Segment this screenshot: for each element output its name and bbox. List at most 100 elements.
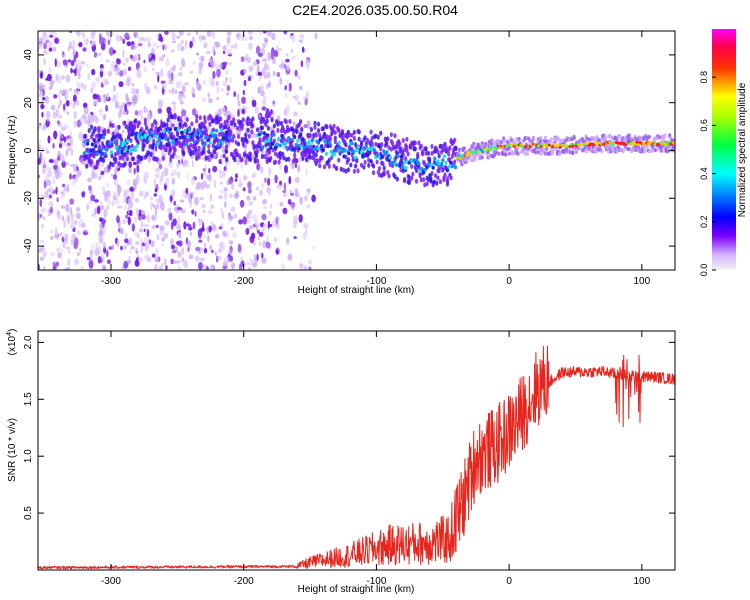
spectrogram-cell [232, 133, 236, 139]
spectrogram-cell [235, 173, 238, 179]
spectrogram-cell [294, 142, 298, 147]
spectrogram-cell [416, 151, 420, 157]
spectrogram-cell [340, 130, 344, 136]
spectrogram-cell [445, 168, 450, 173]
spectrogram-cell [352, 168, 356, 174]
spectrogram-cell [309, 127, 313, 132]
spectrogram-cell [105, 59, 111, 63]
spectrogram-cell [45, 97, 48, 105]
spectrogram-cell [426, 150, 430, 156]
spectrogram-cell [143, 105, 147, 114]
spectrogram-cell [199, 196, 204, 201]
spectrogram-cell [177, 72, 183, 77]
spectrogram-cell [89, 249, 94, 255]
spectrogram-cell [321, 126, 325, 132]
spectrogram-cell [239, 199, 245, 208]
spectrogram-cell [202, 143, 206, 148]
spectrogram-cell [59, 232, 63, 236]
spectrogram-cell [47, 135, 50, 144]
spectrogram-cell [202, 180, 208, 188]
spectrogram-cell [436, 175, 440, 181]
spectrogram-cell [180, 58, 186, 67]
spectrogram-cell [188, 127, 192, 132]
spectrogram-cell [242, 216, 247, 225]
spectrogram-cell [219, 128, 223, 133]
x-tick-label: 100 [633, 276, 650, 287]
spectrogram-cell [130, 132, 134, 137]
spectrogram-cell [82, 151, 86, 156]
spectrogram-cell [90, 142, 94, 147]
spectrogram-cell [199, 131, 203, 136]
spectrogram-cell [580, 137, 585, 142]
spectrogram-cell [281, 263, 285, 270]
spectrogram-cell [275, 216, 280, 222]
spectrogram-cell [126, 109, 129, 115]
spectrogram-cell [402, 178, 407, 184]
spectrogram-cell [60, 191, 64, 195]
spectrogram-cell [213, 133, 217, 138]
spectrogram-cell [634, 148, 638, 152]
spectrogram-cell [190, 70, 194, 74]
spectrogram-cell [97, 128, 101, 133]
spectrogram-cell [189, 191, 195, 196]
spectrogram-cell [135, 207, 140, 217]
spectrogram-cell [284, 157, 288, 163]
spectrogram-cell [348, 132, 352, 138]
spectrogram-cell [128, 128, 132, 134]
spectrogram-cell [126, 178, 130, 187]
spectrogram-cell [143, 172, 148, 180]
spectrogram-cell [204, 164, 208, 168]
spectrogram-cell [143, 255, 147, 260]
spectrogram-cell [328, 136, 333, 142]
spectrogram-cell [63, 141, 66, 145]
spectrogram-cell [261, 145, 265, 150]
spectrogram-cell [359, 150, 364, 155]
spectrogram-cell [202, 264, 207, 270]
spectrogram-cell [337, 157, 341, 163]
spectrogram-cell [53, 164, 58, 170]
spectrogram-cell [199, 122, 204, 128]
spectrogram-cell [49, 80, 54, 88]
spectrogram-cell [64, 237, 69, 244]
spectrogram-cell [221, 131, 225, 137]
spectrogram-cell [183, 259, 189, 269]
spectrogram-cell [246, 219, 252, 224]
spectrogram-cell [50, 229, 53, 234]
spectrogram-cell [132, 94, 138, 102]
spectrogram-cell [465, 154, 469, 157]
spectrogram-cell [240, 123, 244, 129]
snr-x-ticks: -300 -200 -100 0 100 [101, 331, 651, 587]
spectrogram-cell [143, 65, 147, 73]
spectrogram-cell [173, 104, 176, 112]
spectrogram-cell [263, 205, 268, 210]
spectrogram-cell [162, 129, 166, 133]
spectrogram-cell [117, 150, 122, 155]
spectrogram-cell [150, 240, 155, 248]
spectrogram-cell [375, 159, 379, 165]
spectrogram-cell [121, 129, 125, 134]
spectrogram-cell [155, 224, 159, 229]
spectrogram-cell [58, 114, 62, 119]
spectrogram-cell [398, 163, 402, 168]
spectrogram-cell [156, 142, 160, 147]
spectrogram-cell [42, 160, 47, 168]
spectrogram-cell [491, 138, 495, 143]
spectrogram-cell [116, 239, 120, 248]
spectrogram-cell [66, 184, 70, 193]
spectrogram-cell [44, 190, 49, 199]
spectrogram-cell [299, 132, 303, 138]
spectrogram-cell [90, 33, 95, 40]
spectrogram-cell [66, 215, 70, 225]
spectrogram-cell [54, 158, 58, 166]
spectrogram-cell [158, 56, 162, 62]
spectrogram-cell [227, 39, 230, 47]
spectrogram-cell [543, 135, 548, 140]
spectrogram-cell [246, 261, 252, 267]
spectrogram-cell [228, 240, 234, 245]
spectrogram-cell [174, 89, 178, 94]
spectrogram-cell [222, 80, 228, 87]
spectrogram-cell [179, 199, 185, 203]
spectrogram-cell [135, 144, 139, 149]
spectrogram-cell [187, 194, 191, 198]
spectrogram-cell [272, 219, 277, 228]
